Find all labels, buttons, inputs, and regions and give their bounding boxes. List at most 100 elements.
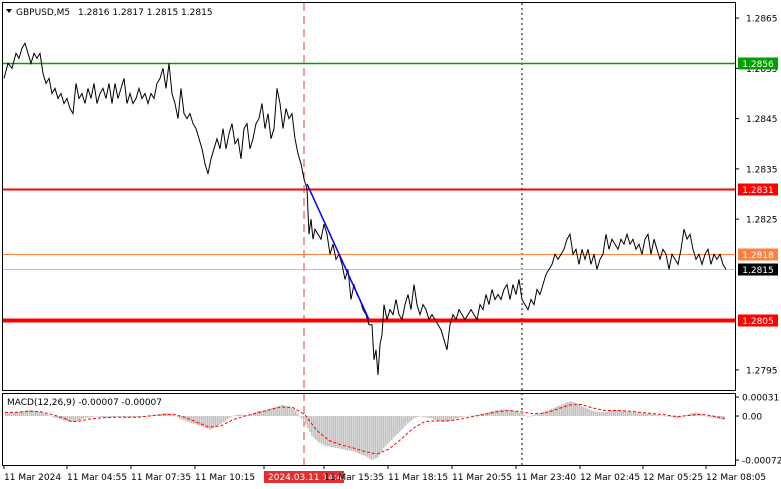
macd-bar [315,416,317,440]
macd-bar [501,409,503,417]
macd-bar [127,416,129,418]
macd-bar [387,416,389,444]
macd-bar [483,413,485,417]
macd-bar [641,412,643,417]
macd-bar [691,413,693,417]
macd-bar [393,416,395,438]
macd-bar [651,413,653,417]
macd-bar [123,416,125,418]
macd-bar [29,409,31,417]
macd-bar [279,405,281,417]
macd-bar [575,402,577,417]
macd-bar [445,416,447,422]
macd-bar [181,416,183,420]
macd-bar [443,416,445,423]
collapse-triangle-icon[interactable] [6,9,12,13]
macd-bar [373,416,375,460]
macd-bar [693,412,695,417]
macd-bar [601,412,603,417]
macd-bar [547,410,549,417]
macd-bar [365,416,367,457]
macd-bar [81,416,83,420]
macd-bar [571,401,573,417]
macd-bar [529,416,531,417]
macd-bar [305,416,307,425]
trend-line[interactable] [306,183,370,320]
macd-bar [71,416,73,423]
macd-bar [263,410,265,417]
macd-bar [91,416,93,417]
macd-bar [543,411,545,417]
macd-bar [653,414,655,417]
level-tag-box [738,314,778,327]
macd-bar [47,414,49,417]
macd-bar [635,412,637,417]
macd-bar [509,409,511,417]
macd-bar [449,416,451,421]
macd-bar [131,416,133,418]
macd-bar [675,416,677,419]
macd-bar [117,416,119,417]
macd-bar [511,410,513,417]
macd-bar [283,405,285,417]
macd-bar [233,415,235,417]
macd-bar [179,416,181,419]
macd-bar [419,416,421,417]
macd-bar [221,416,223,424]
macd-bar [225,416,227,421]
macd-bar [391,416,393,440]
macd-bar [465,416,467,417]
macd-bar [637,412,639,417]
macd-bar [707,416,709,418]
ohlc-values: 1.2816 1.2817 1.2815 1.2815 [78,8,213,18]
macd-bar [607,411,609,417]
level-tag-box [738,183,778,196]
macd-bar [83,416,85,419]
macd-bar [335,416,337,448]
macd-bar [303,416,305,422]
macd-header-label: MACD(12,26,9) -0.00007 -0.00007 [7,398,162,408]
macd-bar [167,412,169,417]
macd-bar [15,412,17,417]
macd-bar [569,401,571,417]
time-tick-label: 11 Mar 07:35 [131,473,191,483]
macd-bar [433,416,435,420]
macd-bar [43,413,45,417]
macd-bar [487,412,489,417]
macd-bar [235,415,237,417]
macd-axis: 0.00031 0.00 -0.00072 [735,394,781,467]
macd-panel-frame [2,393,736,466]
macd-bar [129,416,131,418]
macd-bar [495,410,497,417]
macd-bar [345,416,347,450]
macd-bar [595,411,597,417]
macd-bar [503,409,505,417]
macd-bar [73,416,75,422]
macd-bar [617,409,619,417]
macd-bar [359,416,361,454]
macd-bar [17,411,19,417]
macd-bar [141,416,143,417]
macd-bar [525,415,527,417]
time-tick-label: 11 Mar 23:40 [516,473,576,483]
level-tag-box [738,57,778,70]
macd-bar [177,416,179,418]
macd-bar [55,416,57,418]
macd-bar [429,416,431,419]
macd-bar [261,410,263,417]
macd-bar [223,416,225,422]
macd-bar [325,416,327,446]
level-tag-box [738,263,778,276]
macd-bar [239,414,241,417]
macd-bar [121,416,123,418]
macd-bar [549,409,551,417]
macd-bar [421,416,423,417]
macd-bar [307,416,309,429]
macd-bar [45,413,47,417]
macd-bar [431,416,433,419]
macd-bar [561,404,563,417]
macd-bar [531,415,533,417]
macd-bar [613,410,615,417]
macd-bar [603,411,605,417]
